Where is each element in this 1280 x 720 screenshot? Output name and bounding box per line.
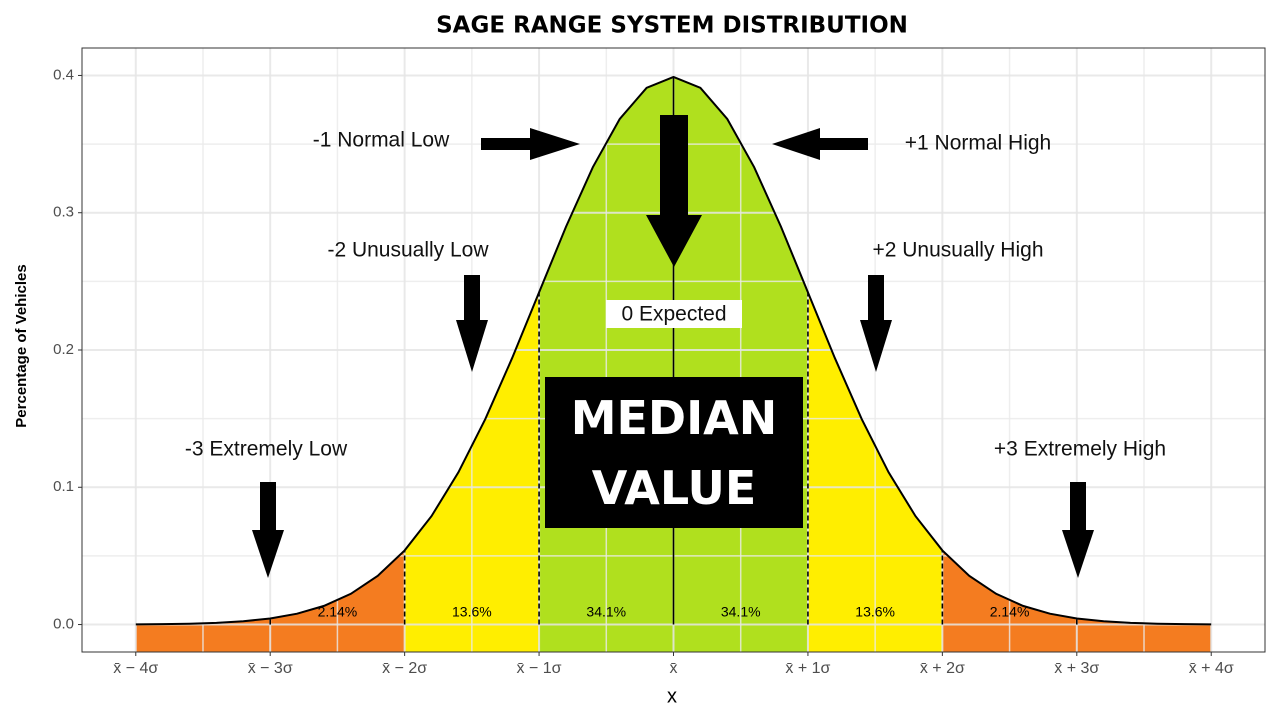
chart-title: SAGE RANGE SYSTEM DISTRIBUTION <box>436 13 908 39</box>
arrow <box>772 128 868 160</box>
band-label: 34.1% <box>721 604 761 620</box>
density-curve <box>135 75 1212 626</box>
x-tick-label: x̄ − 1σ <box>517 660 562 677</box>
arrow <box>860 275 892 372</box>
arrow <box>456 275 488 372</box>
x-tick-label: x̄ <box>670 660 678 677</box>
y-axis-label: Percentage of Vehicles <box>13 264 30 427</box>
y-tick-label: 0.2 <box>53 341 74 358</box>
band-label: 2.14% <box>990 604 1030 620</box>
x-axis-label: x <box>667 685 677 707</box>
y-tick-label: 0.3 <box>53 204 74 221</box>
annotation: +3 Extremely High <box>994 438 1166 461</box>
x-tick-label: x̄ + 2σ <box>920 660 965 677</box>
y-tick-label: 0.4 <box>53 66 74 83</box>
median-box: MEDIAN VALUE <box>545 377 803 528</box>
arrow <box>1062 482 1094 578</box>
arrow <box>481 128 580 160</box>
band-label: 34.1% <box>586 604 626 620</box>
annotation: -2 Unusually Low <box>327 239 489 262</box>
band-label: 13.6% <box>855 604 895 620</box>
y-tick-label: 0.1 <box>53 478 74 495</box>
annotation: +2 Unusually High <box>872 239 1043 262</box>
x-tick-label: x̄ + 3σ <box>1054 660 1099 677</box>
x-tick-label: x̄ + 4σ <box>1189 660 1234 677</box>
x-tick-label: x̄ − 2σ <box>382 660 427 677</box>
y-tick-label: 0.0 <box>53 616 74 633</box>
x-tick-label: x̄ − 4σ <box>113 660 158 677</box>
arrow <box>646 115 702 267</box>
annotation: -1 Normal Low <box>313 129 450 152</box>
x-tick-label: x̄ + 1σ <box>785 660 830 677</box>
arrow <box>252 482 284 578</box>
annotation: -3 Extremely Low <box>185 438 348 461</box>
band-label: 13.6% <box>452 604 492 620</box>
label-background <box>606 300 742 328</box>
annotation-layer: SAGE RANGE SYSTEM DISTRIBUTION x Percent… <box>13 13 1166 708</box>
x-tick-label: x̄ − 3σ <box>248 660 293 677</box>
plot-layer: 2.14% 13.6% 34.1% 34.1% 13.6% 2.14% 0.0 0.1 0.2 0… <box>53 47 1266 677</box>
annotation: 0 Expected <box>621 303 726 326</box>
annotation: +1 Normal High <box>905 132 1051 155</box>
band-label: 2.14% <box>318 604 358 620</box>
